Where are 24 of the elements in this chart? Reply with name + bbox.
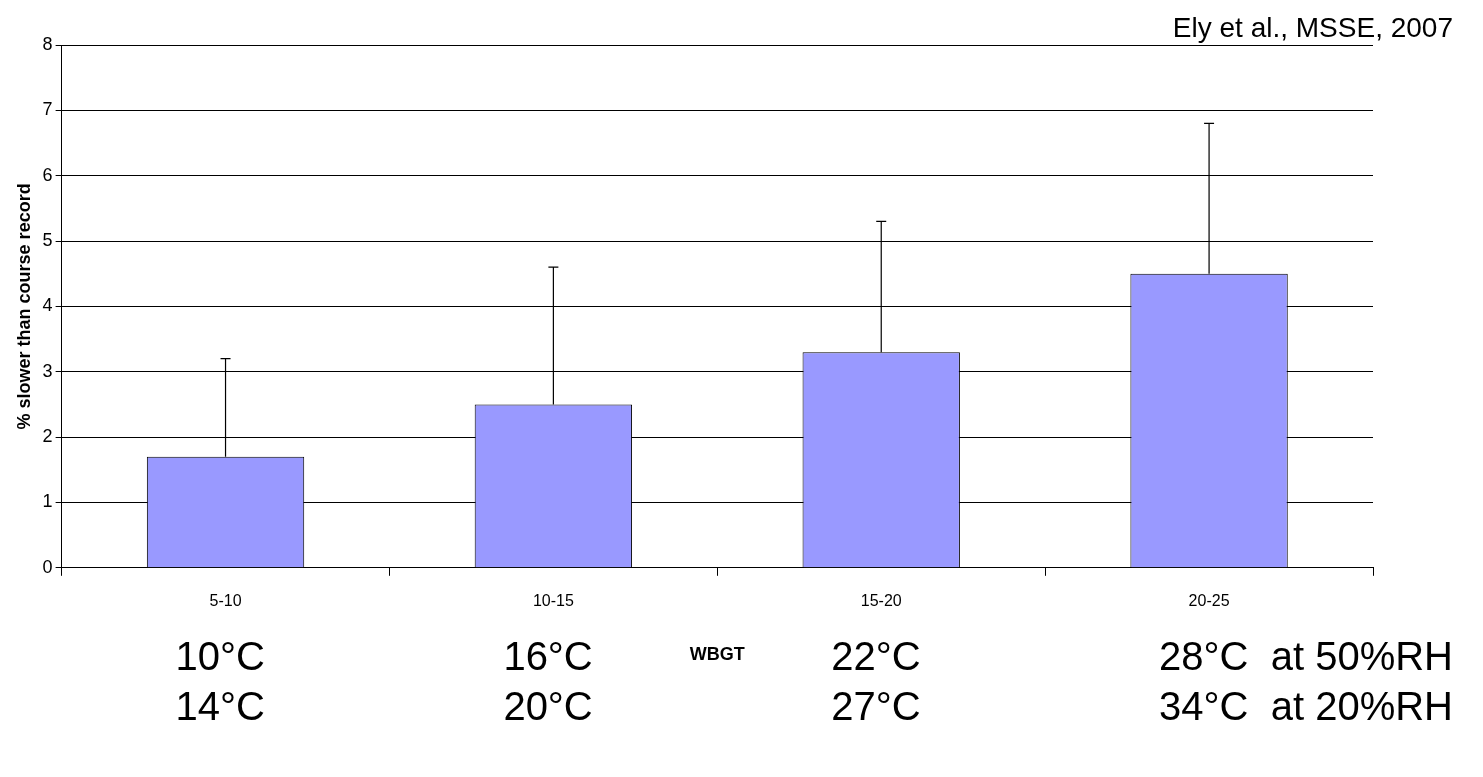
text: 20°C — [503, 683, 593, 728]
y-tick-label: 8 — [42, 33, 53, 54]
x-tick-label: 5-10 — [209, 591, 242, 609]
y-tick-label: 5 — [42, 230, 53, 251]
x-tick-label: 10-15 — [532, 591, 574, 609]
y-tick-label: 0 — [42, 556, 53, 577]
y-tick-label: 7 — [42, 99, 53, 120]
text: 22°C — [831, 633, 921, 678]
text: 10°C — [175, 633, 265, 678]
text: 16°C — [503, 633, 593, 678]
y-tick-label: 4 — [42, 295, 53, 316]
text: 14°C — [175, 683, 265, 728]
x-axis-title: WBGT — [689, 643, 745, 664]
x-tick-label: 15-20 — [860, 591, 902, 609]
y-tick-label: 6 — [42, 164, 53, 185]
y-axis-title: % slower than course record — [13, 183, 34, 430]
text: Ely et al., MSSE, 2007 — [1172, 12, 1453, 43]
y-tick-label: 1 — [42, 491, 53, 512]
y-tick-label: 3 — [42, 360, 53, 381]
x-tick-label: 20-25 — [1188, 591, 1230, 609]
text: 34°C at 20%RH — [1159, 683, 1453, 728]
y-tick-label: 2 — [42, 426, 53, 447]
text: 27°C — [831, 683, 921, 728]
text: 28°C at 50%RH — [1159, 633, 1453, 678]
